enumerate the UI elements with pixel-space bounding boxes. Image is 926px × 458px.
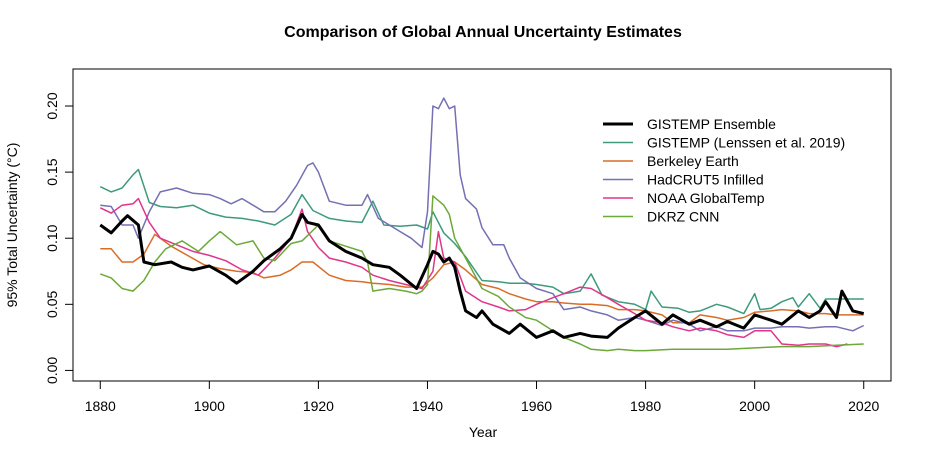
y-tick-label: 0.05 <box>44 290 60 317</box>
x-tick-label: 1960 <box>521 398 552 414</box>
legend: GISTEMP Ensemble GISTEMP (Lenssen et al. … <box>603 116 845 225</box>
y-tick-label: 0.20 <box>44 92 60 119</box>
x-tick-label: 1920 <box>303 398 334 414</box>
y-tick-label: 0.10 <box>44 224 60 251</box>
series-line-berkeley-earth <box>100 233 864 324</box>
y-axis: 0.00 0.05 0.10 0.15 0.20 <box>44 92 73 384</box>
legend-item-dkrz-cnn: DKRZ CNN <box>603 209 719 225</box>
x-tick-label: 2020 <box>848 398 879 414</box>
legend-label: Berkeley Earth <box>647 153 739 169</box>
series-line-hadcrut5-infilled <box>100 97 865 332</box>
x-tick-label: 2000 <box>739 398 770 414</box>
y-axis-label: 95% Total Uncertainty (°C) <box>4 143 20 308</box>
legend-item-noaa-globaltemp: NOAA GlobalTemp <box>603 190 765 206</box>
y-tick-label: 0.15 <box>44 158 60 185</box>
legend-label: DKRZ CNN <box>647 209 719 225</box>
x-axis: 1880 1900 1920 1940 1960 1980 2000 2020 <box>85 380 880 414</box>
x-axis-label: Year <box>469 424 498 440</box>
legend-item-gistemp-ensemble: GISTEMP Ensemble <box>603 116 776 132</box>
legend-label: GISTEMP Ensemble <box>647 116 776 132</box>
x-tick-label: 1940 <box>412 398 443 414</box>
legend-label: NOAA GlobalTemp <box>647 190 765 206</box>
series-layer <box>99 97 865 352</box>
x-tick-label: 1880 <box>85 398 116 414</box>
chart-title: Comparison of Global Annual Uncertainty … <box>284 24 682 41</box>
series-line-gistemp-ensemble <box>99 212 865 339</box>
legend-item-hadcrut5-infilled: HadCRUT5 Infilled <box>603 172 764 188</box>
series-line-dkrz-cnn <box>100 195 864 352</box>
legend-label: GISTEMP (Lenssen et al. 2019) <box>647 135 845 151</box>
legend-item-gistemp-lenssen-et-al-2019: GISTEMP (Lenssen et al. 2019) <box>603 135 845 151</box>
x-tick-label: 1980 <box>630 398 661 414</box>
x-tick-label: 1900 <box>194 398 225 414</box>
legend-label: HadCRUT5 Infilled <box>647 172 764 188</box>
legend-item-berkeley-earth: Berkeley Earth <box>603 153 739 169</box>
series-line-noaa-globaltemp <box>99 197 848 348</box>
series-line-gistemp-lenssen-et-al-2019 <box>99 168 864 315</box>
y-tick-label: 0.00 <box>44 357 60 384</box>
